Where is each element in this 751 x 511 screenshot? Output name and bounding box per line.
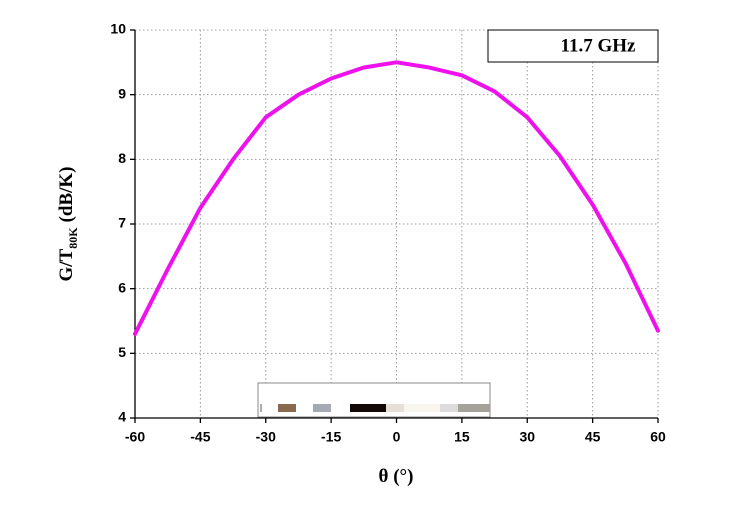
artifact-strip	[257, 382, 491, 418]
x-tick-label: 30	[519, 429, 535, 445]
y-tick-label: 10	[110, 21, 126, 37]
y-tick-label: 6	[118, 279, 126, 295]
y-label-unit: (dB/K)	[56, 166, 77, 222]
x-tick-label: -45	[190, 429, 210, 445]
x-axis-label: θ (°)	[379, 466, 414, 487]
y-tick-label: 5	[118, 344, 126, 360]
annotation-box	[487, 29, 659, 63]
y-label-sub: 80K	[66, 227, 80, 249]
x-tick-label: -60	[125, 429, 145, 445]
x-tick-label: -15	[321, 429, 341, 445]
y-axis-label: G/T80K (dB/K)	[56, 166, 80, 281]
annotation: 11.7 GHz	[561, 35, 637, 56]
x-tick-label: 60	[650, 429, 666, 445]
x-tick-label: 45	[585, 429, 601, 445]
y-tick-label: 9	[118, 85, 126, 101]
x-tick-label: 15	[454, 429, 470, 445]
x-tick-label: 0	[393, 429, 401, 445]
data-line	[133, 60, 660, 336]
y-tick-label: 8	[118, 150, 126, 166]
y-tick-label: 4	[118, 409, 126, 425]
y-tick-label: 7	[118, 215, 126, 231]
x-tick-label: -30	[256, 429, 276, 445]
y-label-main: G/T	[56, 248, 77, 281]
